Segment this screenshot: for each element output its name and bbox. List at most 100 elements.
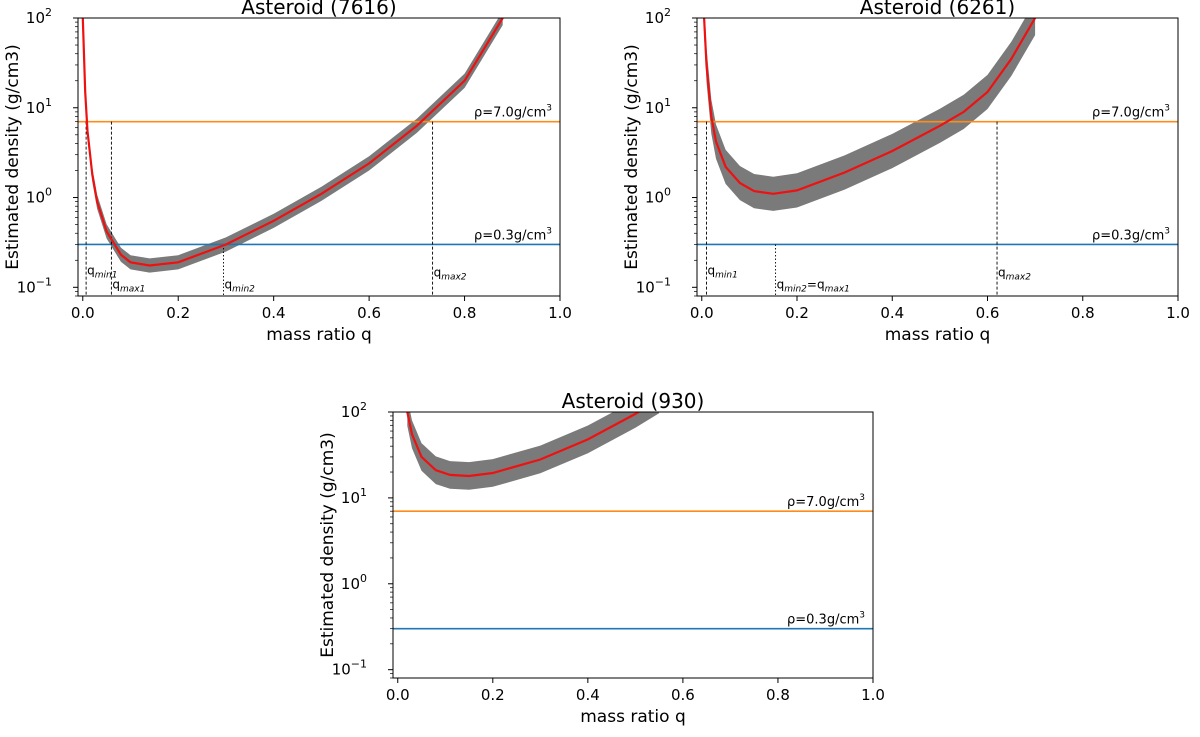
reference-label-text: ρ=7.0g/cm — [787, 495, 859, 510]
reference-line-label: ρ=7.0g/cm3 — [474, 104, 552, 121]
reference-label-text: ρ=0.3g/cm — [474, 228, 546, 243]
reference-label-text: ρ=7.0g/cm — [474, 106, 546, 121]
y-tick-label: 101 — [26, 96, 52, 117]
x-tick-label: 0.4 — [880, 304, 904, 322]
x-tick-label: 0.6 — [976, 304, 1000, 322]
y-tick-exponent: 1 — [45, 96, 52, 109]
chart-3: Asteroid (930)0.0 0.2 0.4 0.6 0.8 1.010210110… — [318, 389, 885, 727]
x-tick-label: 0.0 — [386, 686, 410, 704]
y-tick-base: 10 — [26, 99, 45, 117]
x-tick-label: 0.8 — [1071, 304, 1095, 322]
uncertainty-band — [82, 18, 503, 273]
y-tick-exponent: 1 — [664, 96, 671, 109]
x-tick-label: 1.0 — [1166, 304, 1190, 322]
annotation-base: q — [112, 277, 120, 291]
y-tick-base: 10 — [645, 189, 664, 207]
y-tick-exponent: −1 — [351, 658, 367, 671]
annotation-label: qmin1 — [708, 263, 738, 280]
reference-label-text: ρ=0.3g/cm — [1092, 228, 1164, 243]
x-tick-label: 0.0 — [690, 304, 714, 322]
reference-label-sup: 3 — [546, 104, 552, 114]
reference-label-sup: 3 — [859, 493, 865, 503]
y-tick-label: 100 — [341, 572, 367, 593]
y-tick-exponent: 0 — [360, 572, 367, 585]
annotation-label: qmax2 — [998, 265, 1031, 282]
annotation-label: qmin1 — [87, 263, 117, 280]
y-axis-label: Estimated density (g/cm3) — [318, 432, 338, 658]
x-axis-label: mass ratio q — [885, 325, 991, 345]
y-tick-exponent: −1 — [36, 275, 52, 288]
chart-2: Asteroid (6261)0.0 0.2 0.4 0.6 0.8 1.01021011… — [622, 0, 1190, 345]
y-tick-exponent: 0 — [45, 186, 52, 199]
plot-area — [78, 18, 560, 296]
annotation-tail: =q — [807, 277, 825, 291]
annotation-sub: min2 — [232, 284, 255, 294]
annotation-base: q — [87, 263, 95, 277]
y-tick-label: 100 — [26, 186, 52, 207]
y-tick-base: 10 — [341, 403, 360, 421]
y-tick-exponent: 2 — [45, 6, 52, 19]
plot-frame — [392, 411, 874, 679]
annotation-sub2: max1 — [825, 284, 850, 294]
y-tick-base: 10 — [645, 9, 664, 27]
y-axis-label: Estimated density (g/cm3) — [622, 44, 642, 270]
density-curve — [81, 18, 504, 267]
x-axis-label: mass ratio q — [266, 325, 372, 345]
x-tick-label: 0.6 — [357, 304, 381, 322]
chart-title: Asteroid (7616) — [241, 0, 396, 19]
annotation-sub: min1 — [95, 270, 118, 280]
y-tick-label: 101 — [341, 486, 367, 507]
reference-line-label: ρ=7.0g/cm3 — [787, 493, 865, 510]
annotation-sub: min1 — [715, 270, 738, 280]
annotation-sub: max2 — [1006, 272, 1032, 282]
y-axis-label: Estimated density (g/cm3) — [3, 44, 23, 270]
x-tick-label: 0.8 — [766, 686, 790, 704]
x-tick-label: 0.0 — [71, 304, 95, 322]
y-tick-label: 102 — [26, 6, 52, 27]
reference-label-text: ρ=0.3g/cm — [787, 613, 859, 628]
y-tick-exponent: 2 — [360, 400, 367, 413]
y-tick-label: 100 — [645, 186, 671, 207]
annotation-base: q — [998, 265, 1006, 279]
x-tick-label: 0.8 — [453, 304, 477, 322]
y-tick-label: 102 — [341, 400, 367, 421]
reference-label-sup: 3 — [859, 611, 865, 621]
y-tick-base: 10 — [636, 278, 655, 296]
y-tick-base: 10 — [645, 99, 664, 117]
annotation-sub: max1 — [120, 284, 145, 294]
chart-title: Asteroid (930) — [562, 389, 705, 413]
annotation-label: qmin2=qmax1 — [777, 277, 850, 294]
x-tick-label: 0.2 — [481, 686, 505, 704]
y-tick-label: 102 — [645, 6, 671, 27]
reference-line-label: ρ=0.3g/cm3 — [1092, 226, 1170, 243]
x-tick-label: 0.2 — [785, 304, 809, 322]
annotation-label: qmax2 — [434, 265, 467, 282]
reference-line-label: ρ=0.3g/cm3 — [787, 611, 865, 628]
x-tick-label: 0.2 — [166, 304, 190, 322]
y-tick-exponent: −1 — [655, 275, 671, 288]
plot-frame — [696, 17, 1179, 297]
y-tick-base: 10 — [26, 189, 45, 207]
chart-title: Asteroid (6261) — [860, 0, 1015, 19]
annotation-sub: min2 — [784, 284, 807, 294]
y-tick-base: 10 — [341, 489, 360, 507]
y-tick-base: 10 — [341, 575, 360, 593]
plot-area — [393, 412, 873, 630]
y-tick-base: 10 — [26, 9, 45, 27]
x-tick-label: 0.6 — [671, 686, 695, 704]
y-tick-base: 10 — [17, 278, 36, 296]
y-tick-exponent: 0 — [664, 186, 671, 199]
density-curve — [703, 18, 1037, 195]
reference-line-label: ρ=7.0g/cm3 — [1092, 104, 1170, 121]
x-tick-label: 0.4 — [576, 686, 600, 704]
plot-area — [697, 18, 1178, 296]
annotation-label: qmax1 — [112, 277, 145, 294]
annotation-base: q — [434, 265, 442, 279]
plot-frame — [77, 17, 561, 297]
reference-label-sup: 3 — [546, 226, 552, 236]
annotation-base: q — [225, 277, 233, 291]
y-tick-label: 10−1 — [17, 275, 52, 296]
x-tick-label: 1.0 — [548, 304, 572, 322]
annotation-label: qmin2 — [225, 277, 256, 294]
